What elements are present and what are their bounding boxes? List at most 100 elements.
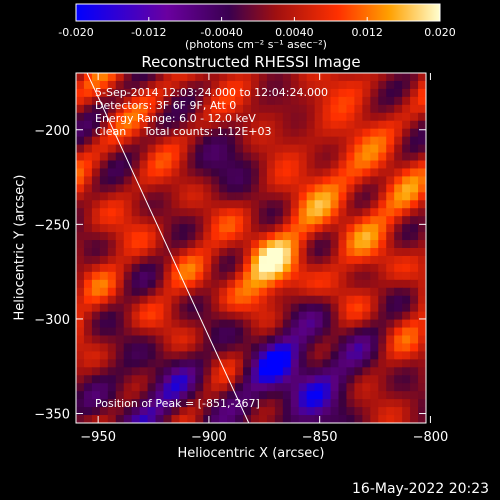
heatmap-cell	[298, 399, 308, 408]
heatmap-cell	[155, 192, 164, 201]
heatmap-cell	[362, 367, 371, 376]
heatmap-cell	[131, 319, 141, 329]
heatmap-cell	[274, 216, 284, 225]
heatmap-cell	[227, 351, 236, 360]
heatmap-cell	[123, 351, 133, 360]
heatmap-cell	[123, 152, 133, 161]
heatmap-cell	[163, 287, 172, 297]
heatmap-cell	[195, 136, 204, 146]
heatmap-cell	[330, 224, 339, 233]
heatmap-cell	[251, 287, 260, 297]
heatmap-cell	[203, 271, 212, 281]
heatmap-cell	[322, 184, 332, 193]
heatmap-cell	[179, 327, 188, 336]
heatmap-cell	[91, 232, 101, 241]
heatmap-cell	[290, 104, 300, 114]
heatmap-cell	[362, 128, 371, 138]
heatmap-cell	[211, 399, 220, 408]
heatmap-cell	[258, 335, 268, 344]
heatmap-cell	[83, 287, 93, 297]
heatmap-cell	[99, 224, 109, 233]
heatmap-cell	[83, 391, 93, 400]
heatmap-cell	[322, 359, 332, 368]
heatmap-cell	[171, 192, 180, 201]
heatmap-cell	[187, 104, 196, 114]
heatmap-cell	[274, 200, 284, 209]
heatmap-cell	[76, 335, 85, 344]
heatmap-cell	[107, 216, 117, 225]
heatmap-cell	[274, 104, 284, 114]
heatmap-cell	[274, 327, 284, 336]
heatmap-cell	[83, 144, 93, 154]
heatmap-cell	[346, 168, 355, 177]
heatmap-cell	[306, 319, 316, 329]
heatmap-cell	[123, 415, 133, 423]
heatmap-cell	[123, 375, 133, 384]
heatmap-cell	[211, 295, 220, 305]
heatmap-cell	[195, 335, 204, 344]
heatmap-cell	[187, 144, 196, 154]
heatmap-cell	[179, 295, 188, 305]
heatmap-cell	[410, 343, 419, 352]
heatmap-cell	[354, 327, 363, 336]
heatmap-cell	[386, 359, 395, 368]
colorbar	[75, 3, 441, 22]
heatmap-cell	[211, 255, 220, 265]
heatmap-cell	[418, 351, 426, 360]
heatmap-cell	[290, 112, 300, 122]
heatmap-cell	[235, 208, 244, 217]
heatmap-cell	[219, 112, 228, 122]
heatmap-cell	[203, 319, 212, 329]
heatmap-cell	[258, 112, 268, 122]
heatmap-cell	[203, 136, 212, 146]
heatmap-cell	[370, 343, 379, 352]
heatmap-cell	[99, 359, 109, 368]
heatmap-cell	[378, 112, 387, 122]
heatmap-cell	[410, 168, 419, 177]
heatmap-cell	[171, 152, 180, 161]
heatmap-cell	[274, 391, 284, 400]
heatmap-cell	[386, 279, 395, 289]
heatmap-cell	[235, 216, 244, 225]
heatmap-cell	[386, 176, 395, 185]
heatmap-cell	[227, 176, 236, 185]
heatmap-cell	[219, 327, 228, 336]
heatmap-cell	[362, 335, 371, 344]
heatmap-cell	[298, 311, 308, 321]
heatmap-cell	[91, 271, 101, 281]
heatmap-cell	[274, 136, 284, 146]
heatmap-cell	[394, 224, 403, 233]
heatmap-cell	[83, 359, 93, 368]
heatmap-cell	[76, 248, 85, 257]
heatmap-cell	[107, 263, 117, 273]
heatmap-cell	[115, 295, 125, 305]
heatmap-cell	[282, 375, 292, 384]
heatmap-cell	[171, 73, 180, 82]
heatmap-cell	[83, 216, 93, 225]
heatmap-cell	[306, 168, 316, 177]
heatmap-cell	[338, 112, 347, 122]
heatmap-cell	[394, 160, 403, 169]
heatmap-cell	[171, 136, 180, 146]
heatmap-cell	[155, 311, 164, 321]
heatmap-cell	[322, 407, 332, 416]
heatmap-cell	[330, 375, 339, 384]
heatmap-cell	[107, 287, 117, 297]
heatmap-cell	[354, 88, 363, 98]
heatmap-cell	[266, 327, 276, 336]
heatmap-cell	[235, 311, 244, 321]
heatmap-cell	[290, 192, 300, 201]
heatmap-cell	[235, 327, 244, 336]
heatmap-cell	[258, 359, 268, 368]
heatmap-cell	[346, 415, 355, 423]
heatmap-cell	[115, 375, 125, 384]
heatmap-cell	[394, 184, 403, 193]
heatmap-cell	[394, 128, 403, 138]
heatmap-cell	[179, 168, 188, 177]
heatmap-cell	[227, 136, 236, 146]
heatmap-cell	[378, 383, 387, 392]
heatmap-cell	[346, 343, 355, 352]
heatmap-cell	[386, 80, 395, 90]
heatmap-cell	[306, 208, 316, 217]
heatmap-cell	[338, 303, 347, 313]
